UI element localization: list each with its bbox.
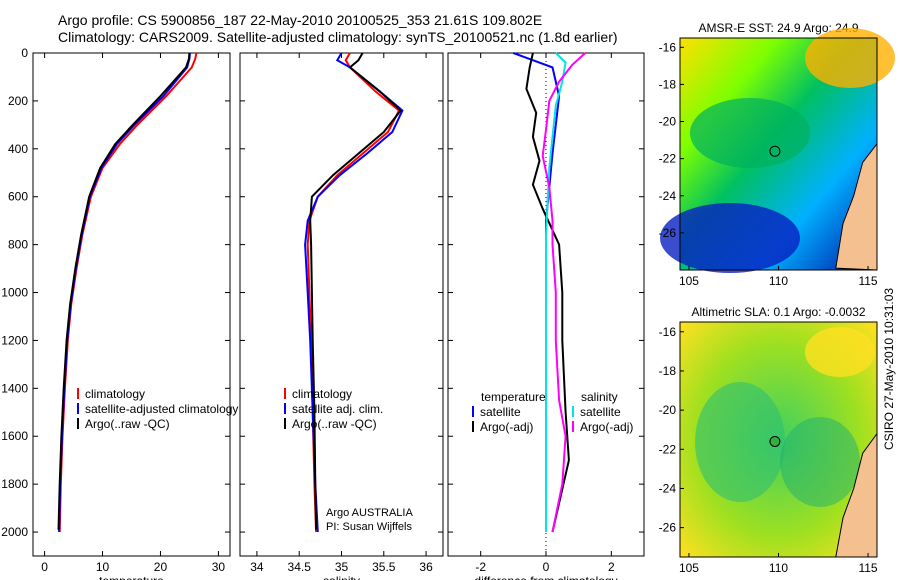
legend-title-salinity: salinity — [581, 390, 618, 404]
sla-anomaly-blob — [805, 327, 875, 377]
x-tick-label: 34 — [250, 560, 264, 574]
map-y-tick-label: -22 — [659, 442, 677, 456]
x-tick-label: 36 — [419, 560, 433, 574]
legend-label: satellite — [480, 405, 521, 419]
x-tick-label: 35.5 — [372, 560, 396, 574]
legend-label: climatology — [85, 387, 145, 401]
legend-label: satellite — [580, 405, 621, 419]
argo-float-marker — [769, 435, 781, 447]
x-tick-label: 34.5 — [288, 560, 312, 574]
argo-float-marker — [769, 145, 781, 157]
map-y-tick-label: -24 — [659, 189, 677, 203]
map-x-tick-label: 105 — [679, 274, 699, 288]
y-tick-label: 1800 — [1, 477, 28, 491]
y-tick-label: 400 — [8, 142, 28, 156]
map-panel-2: Altimetric SLA: 0.1 Argo: -0.0032 105 110 1… — [659, 305, 878, 575]
map-y-tick-label: -18 — [659, 364, 677, 378]
x-tick-label: 0 — [543, 560, 550, 574]
legend-label: climatology — [292, 387, 352, 401]
legend-label: Argo(-adj) — [580, 420, 633, 434]
y-tick-label: 2000 — [1, 525, 28, 539]
sst-anomaly-blob — [660, 203, 800, 273]
profile-panel-1: 0 10 20 30 0 200 400 600 800 1000 1200 1400 1600 1800… — [1, 46, 238, 580]
series-line-salinity-satellite — [545, 52, 567, 532]
y-tick-label: 1200 — [1, 333, 28, 347]
panel-annotation: PI: Susan Wijffels — [326, 521, 412, 533]
legend-label: Argo(-adj) — [480, 420, 533, 434]
map-y-tick-label: -16 — [659, 40, 677, 54]
y-tick-label: 1600 — [1, 429, 28, 443]
x-tick-label: 2 — [608, 560, 615, 574]
x-axis-label: difference from climatology — [474, 574, 617, 580]
legend-label: Argo(..raw -QC) — [85, 417, 170, 431]
timestamp-stamp: CSIRO 27-May-2010 10:31:03 — [882, 288, 896, 450]
sst-anomaly-blob — [690, 98, 810, 168]
y-tick-label: 800 — [8, 238, 28, 252]
x-tick-label: 30 — [212, 560, 226, 574]
x-tick-label: 0 — [41, 560, 48, 574]
sla-anomaly-blob — [780, 417, 860, 507]
legend-label: satellite adj. clim. — [292, 402, 383, 416]
map-title: AMSR-E SST: 24.9 Argo: 24.9 — [698, 21, 858, 35]
map-x-tick-label: 115 — [858, 561, 877, 575]
plot-frame — [32, 52, 231, 557]
series-line-temperature-argo-adj- — [525, 52, 570, 533]
x-tick-label: 10 — [96, 560, 110, 574]
map-y-tick-label: -26 — [659, 521, 677, 535]
map-title: Altimetric SLA: 0.1 Argo: -0.0032 — [691, 305, 865, 319]
legend-label: satellite-adjusted climatology — [85, 402, 238, 416]
map-x-tick-label: 105 — [679, 561, 699, 575]
map-y-tick-label: -16 — [659, 325, 677, 339]
series-line-salinity-argo-adj- — [541, 52, 586, 533]
profile-panel-2: 34 34.5 35 35.5 36 salinity climatologysatelli… — [239, 52, 444, 580]
x-axis-label: temperature — [99, 574, 164, 580]
figure-title-line-2: Climatology: CARS2009. Satellite-adjuste… — [58, 29, 618, 45]
panel-annotation: Argo AUSTRALIA — [326, 507, 413, 519]
y-tick-label: 600 — [8, 190, 28, 204]
map-panel-1: AMSR-E SST: 24.9 Argo: 24.9 105 110 115 -16 -… — [659, 21, 895, 288]
y-tick-label: 200 — [8, 94, 28, 108]
map-y-tick-label: -26 — [659, 226, 677, 240]
series-line-argo-raw-qc- — [57, 52, 191, 530]
x-tick-label: 35 — [335, 560, 349, 574]
y-tick-label: 0 — [21, 46, 28, 60]
map-y-tick-label: -18 — [659, 77, 677, 91]
map-y-tick-label: -24 — [659, 481, 677, 495]
x-tick-label: -2 — [475, 560, 486, 574]
profile-panel-3: -2 0 2difference from climatology temperatu… — [447, 52, 645, 580]
map-y-tick-label: -20 — [659, 403, 677, 417]
series-line-argo-raw-qc- — [309, 52, 403, 530]
map-y-tick-label: -20 — [659, 115, 677, 129]
legend-label: Argo(..raw -QC) — [292, 417, 377, 431]
map-x-tick-label: 110 — [769, 274, 788, 288]
legend-title-temperature: temperature — [481, 390, 546, 404]
x-tick-label: 20 — [154, 560, 168, 574]
plot-frame — [239, 52, 444, 557]
map-x-tick-label: 115 — [858, 274, 877, 288]
map-x-tick-label: 110 — [769, 561, 788, 575]
sla-anomaly-blob — [695, 382, 785, 502]
x-axis-label: salinity — [323, 574, 360, 580]
y-tick-label: 1400 — [1, 381, 28, 395]
sst-anomaly-blob — [805, 28, 895, 88]
map-y-tick-label: -22 — [659, 152, 677, 166]
figure-title-line-1: Argo profile: CS 5900856_187 22-May-2010… — [58, 12, 543, 28]
y-tick-label: 1000 — [1, 286, 28, 300]
